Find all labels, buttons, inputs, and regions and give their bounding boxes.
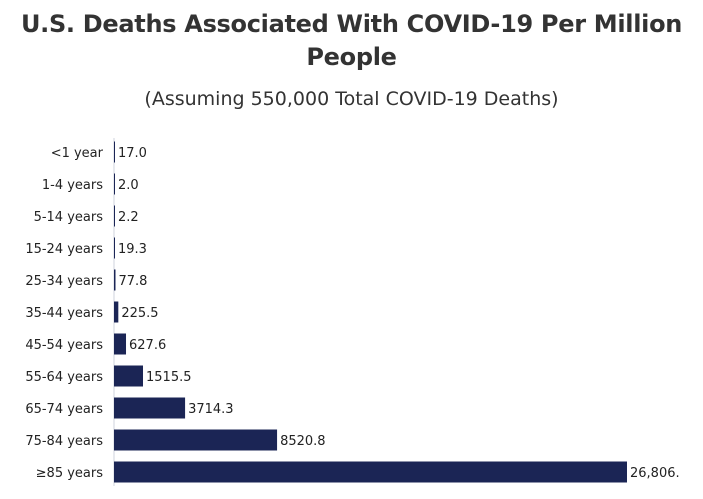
- y-tick-label: 5-14 years: [34, 210, 104, 225]
- bar: [114, 429, 278, 451]
- chart-title-line-2: People: [306, 43, 397, 71]
- bar-value-label: 8520.8: [280, 434, 326, 449]
- bar: [114, 237, 115, 259]
- y-tick-label: 65-74 years: [25, 402, 103, 417]
- bar: [114, 301, 119, 323]
- bar-value-label: 225.5: [121, 306, 158, 321]
- y-tick-label: 15-24 years: [25, 242, 103, 257]
- bar: [114, 205, 115, 227]
- y-tick-label: ≥85 years: [36, 466, 104, 481]
- bar-value-label: 3714.3: [188, 402, 234, 417]
- bar-value-label: 17.0: [118, 146, 147, 161]
- y-tick-label: 75-84 years: [25, 434, 103, 449]
- bar-value-label: 1515.5: [146, 370, 192, 385]
- y-tick-label: 45-54 years: [25, 338, 103, 353]
- bar: [114, 333, 127, 355]
- bar-value-label: 26,806.: [630, 466, 680, 481]
- y-tick-label: 1-4 years: [42, 178, 103, 193]
- bar-value-label: 77.8: [118, 274, 147, 289]
- bar: [114, 173, 115, 195]
- chart-title-line-1: U.S. Deaths Associated With COVID-19 Per…: [20, 10, 683, 38]
- bar-value-label: 2.2: [118, 210, 139, 225]
- chart-title: U.S. Deaths Associated With COVID-19 Per…: [0, 8, 703, 74]
- y-tick-label: 25-34 years: [25, 274, 103, 289]
- chart-subtitle: (Assuming 550,000 Total COVID-19 Deaths): [144, 88, 559, 110]
- y-tick-label: 55-64 years: [25, 370, 103, 385]
- bar: [114, 365, 144, 387]
- bar-value-label: 2.0: [118, 178, 139, 193]
- bar: [114, 141, 115, 163]
- bar: [114, 269, 116, 291]
- bar-value-label: 627.6: [129, 338, 166, 353]
- bar: [114, 397, 186, 419]
- bar-value-label: 19.3: [118, 242, 147, 257]
- bar: [114, 461, 627, 483]
- y-tick-label: 35-44 years: [25, 306, 103, 321]
- y-tick-label: <1 year: [51, 146, 104, 161]
